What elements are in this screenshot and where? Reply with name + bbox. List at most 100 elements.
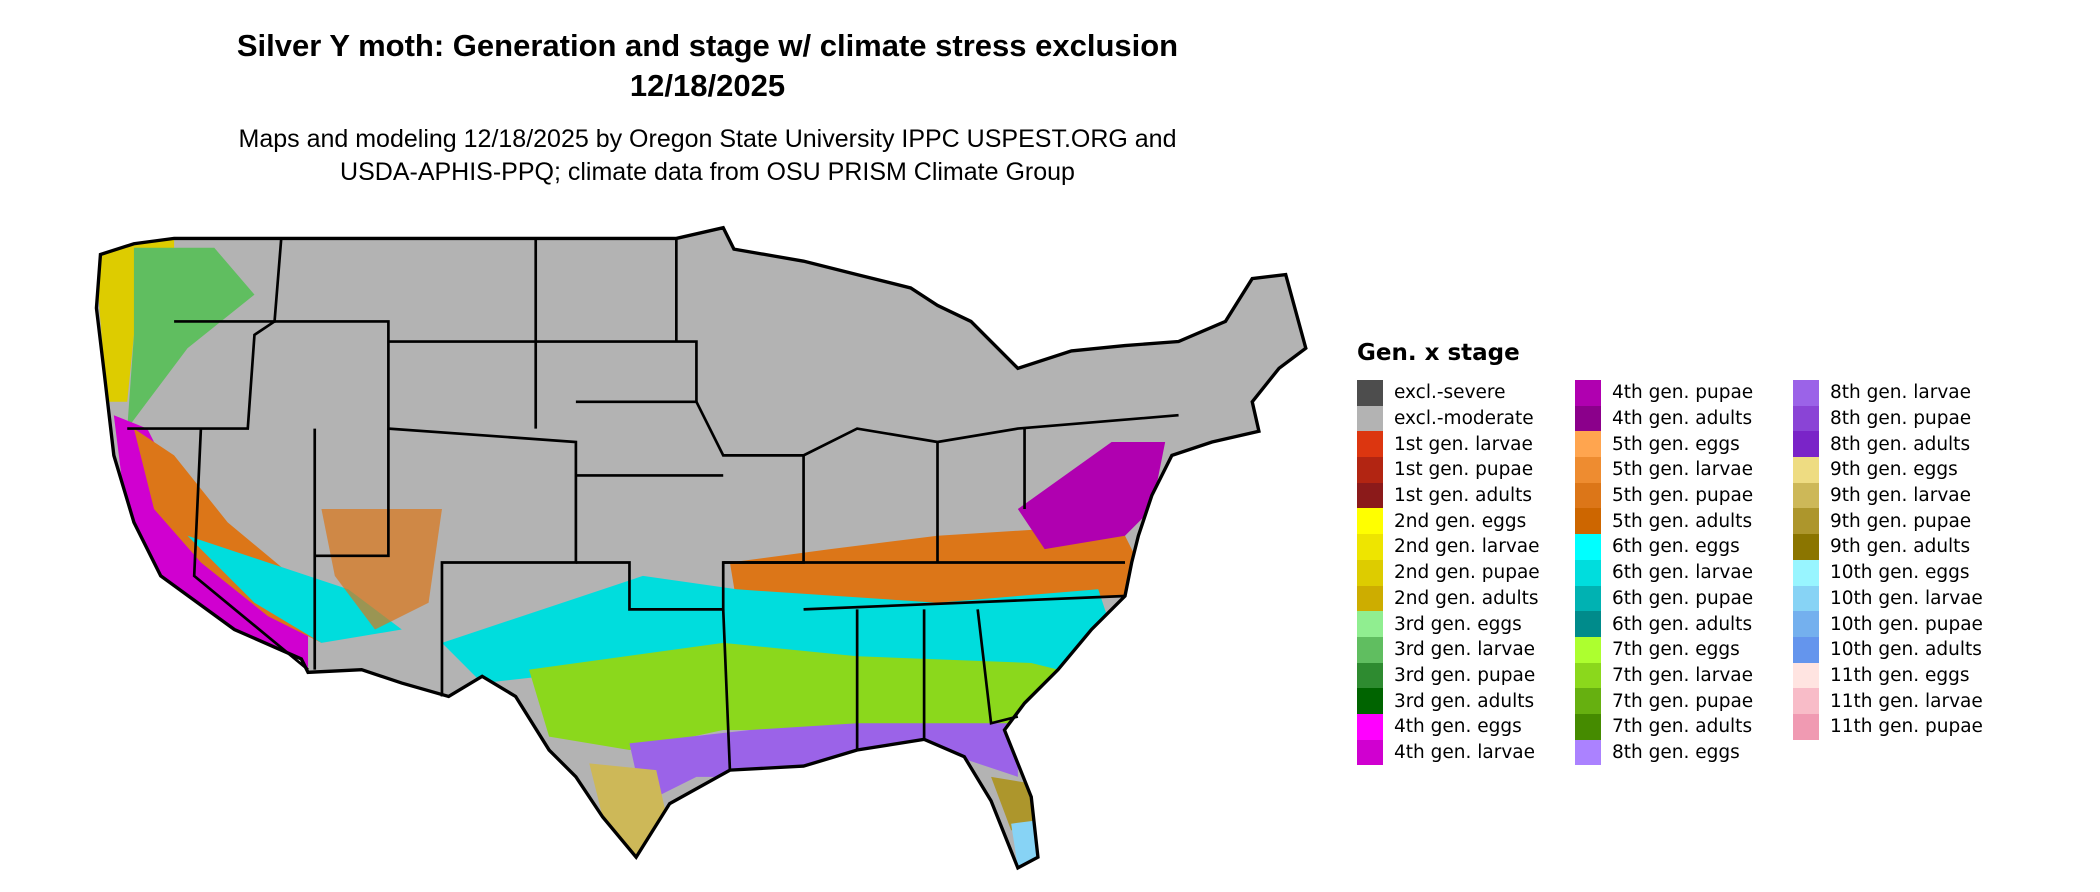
legend-item: 4th gen. eggs bbox=[1357, 713, 1575, 740]
map-subtitle: Maps and modeling 12/18/2025 by Oregon S… bbox=[0, 123, 1415, 189]
legend-label: 8th gen. pupae bbox=[1830, 408, 1972, 430]
legend-item: 9th gen. pupae bbox=[1793, 508, 2053, 535]
legend-item: 10th gen. pupae bbox=[1793, 611, 2053, 637]
legend-label: 6th gen. larvae bbox=[1612, 562, 1753, 584]
legend-swatch bbox=[1357, 534, 1383, 560]
legend-swatch bbox=[1793, 713, 1819, 740]
legend-label: excl.-severe bbox=[1394, 382, 1506, 404]
legend-item: 7th gen. adults bbox=[1575, 713, 1793, 740]
legend-swatch bbox=[1793, 482, 1819, 509]
legend-column: 8th gen. larvae 8th gen. pupae 8th gen. ad… bbox=[1793, 380, 2053, 765]
legend-swatch bbox=[1575, 739, 1601, 766]
legend-swatch bbox=[1793, 457, 1819, 483]
legend-swatch bbox=[1575, 636, 1601, 663]
legend-item: 6th gen. adults bbox=[1575, 611, 1793, 637]
legend-swatch bbox=[1357, 636, 1383, 663]
legend-item: 6th gen. eggs bbox=[1575, 534, 1793, 560]
legend-item: 11th gen. eggs bbox=[1793, 662, 2053, 689]
legend-item: 2nd gen. pupae bbox=[1357, 559, 1575, 586]
legend-swatch bbox=[1357, 457, 1383, 483]
legend-label: 9th gen. eggs bbox=[1830, 459, 1958, 481]
legend-swatch bbox=[1357, 585, 1383, 612]
legend-label: 11th gen. eggs bbox=[1830, 664, 1970, 686]
legend-swatch bbox=[1357, 508, 1383, 535]
legend-column: 4th gen. pupae 4th gen. adults 5th gen. eg… bbox=[1575, 380, 1793, 766]
legend-label: 9th gen. adults bbox=[1830, 536, 1971, 558]
legend-label: excl.-moderate bbox=[1394, 408, 1534, 430]
legend-label: 3rd gen. larvae bbox=[1394, 639, 1536, 661]
legend-swatch bbox=[1575, 534, 1601, 560]
legend-label: 10th gen. pupae bbox=[1830, 613, 1983, 635]
legend-label: 2nd gen. adults bbox=[1394, 587, 1539, 609]
legend-swatch bbox=[1575, 405, 1601, 432]
legend-swatch bbox=[1793, 405, 1819, 432]
legend-label: 9th gen. pupae bbox=[1830, 510, 1972, 532]
legend-item: 10th gen. eggs bbox=[1793, 559, 2053, 586]
legend-swatch bbox=[1575, 559, 1601, 586]
region-6th-gen-west bbox=[187, 535, 402, 643]
legend: Gen. x stage excl.-severe excl.-moderate 1… bbox=[1357, 340, 2053, 766]
legend-label: 8th gen. larvae bbox=[1830, 382, 1971, 404]
legend-label: 10th gen. eggs bbox=[1830, 562, 1970, 584]
legend-item: 3rd gen. eggs bbox=[1357, 611, 1575, 637]
legend-item: 8th gen. adults bbox=[1793, 431, 2053, 458]
legend-item: 3rd gen. larvae bbox=[1357, 636, 1575, 663]
legend-label: 6th gen. adults bbox=[1612, 613, 1753, 635]
legend-item: 8th gen. eggs bbox=[1575, 739, 1793, 766]
legend-label: 11th gen. larvae bbox=[1830, 690, 1983, 712]
legend-label: 9th gen. larvae bbox=[1830, 485, 1971, 507]
legend-swatch bbox=[1575, 508, 1601, 535]
map-title: Silver Y moth: Generation and stage w/ c… bbox=[0, 26, 1415, 106]
legend-item: 3rd gen. pupae bbox=[1357, 662, 1575, 689]
legend-label: 5th gen. larvae bbox=[1612, 459, 1753, 481]
legend-column: excl.-severe excl.-moderate 1st gen. larva… bbox=[1357, 380, 1575, 766]
legend-swatch bbox=[1793, 380, 1819, 406]
legend-columns: excl.-severe excl.-moderate 1st gen. larva… bbox=[1357, 380, 2053, 766]
legend-label: 8th gen. adults bbox=[1830, 433, 1971, 455]
legend-item: 10th gen. adults bbox=[1793, 636, 2053, 663]
subtitle-line-2: USDA-APHIS-PPQ; climate data from OSU PR… bbox=[340, 158, 1075, 186]
legend-swatch bbox=[1357, 431, 1383, 458]
legend-swatch bbox=[1575, 482, 1601, 509]
region-9th-gen-florida bbox=[991, 776, 1038, 831]
legend-label: 2nd gen. eggs bbox=[1394, 510, 1527, 532]
legend-item: 9th gen. larvae bbox=[1793, 482, 2053, 509]
legend-swatch bbox=[1793, 636, 1819, 663]
legend-label: 2nd gen. pupae bbox=[1394, 562, 1540, 584]
region-5th-gen-southwest bbox=[321, 508, 442, 630]
legend-item: 9th gen. adults bbox=[1793, 534, 2053, 560]
legend-item: excl.-moderate bbox=[1357, 405, 1575, 432]
legend-label: 7th gen. adults bbox=[1612, 716, 1753, 738]
legend-label: 6th gen. eggs bbox=[1612, 536, 1740, 558]
legend-item: 8th gen. pupae bbox=[1793, 405, 2053, 432]
legend-label: 4th gen. adults bbox=[1612, 408, 1753, 430]
legend-swatch bbox=[1575, 611, 1601, 637]
legend-swatch bbox=[1357, 380, 1383, 406]
legend-label: 3rd gen. pupae bbox=[1394, 664, 1536, 686]
legend-label: 7th gen. pupae bbox=[1612, 690, 1754, 712]
legend-label: 1st gen. larvae bbox=[1394, 433, 1533, 455]
legend-item: 10th gen. larvae bbox=[1793, 585, 2053, 612]
legend-label: 6th gen. pupae bbox=[1612, 587, 1754, 609]
legend-swatch bbox=[1575, 431, 1601, 458]
legend-label: 3rd gen. eggs bbox=[1394, 613, 1522, 635]
legend-swatch bbox=[1575, 713, 1601, 740]
legend-swatch bbox=[1793, 559, 1819, 586]
legend-title: Gen. x stage bbox=[1357, 340, 1520, 366]
map-fill bbox=[96, 227, 1306, 868]
legend-item: 7th gen. eggs bbox=[1575, 636, 1793, 663]
legend-item: 1st gen. larvae bbox=[1357, 431, 1575, 458]
legend-swatch bbox=[1357, 611, 1383, 637]
legend-swatch bbox=[1575, 457, 1601, 483]
legend-swatch bbox=[1793, 688, 1819, 714]
legend-swatch bbox=[1575, 380, 1601, 406]
legend-item: 5th gen. larvae bbox=[1575, 457, 1793, 483]
legend-item: 2nd gen. eggs bbox=[1357, 508, 1575, 535]
legend-swatch bbox=[1357, 559, 1383, 586]
legend-swatch bbox=[1357, 405, 1383, 432]
legend-item: 9th gen. eggs bbox=[1793, 457, 2053, 483]
legend-swatch bbox=[1793, 611, 1819, 637]
legend-item: 6th gen. larvae bbox=[1575, 559, 1793, 586]
legend-swatch bbox=[1575, 662, 1601, 689]
legend-label: 5th gen. adults bbox=[1612, 510, 1753, 532]
